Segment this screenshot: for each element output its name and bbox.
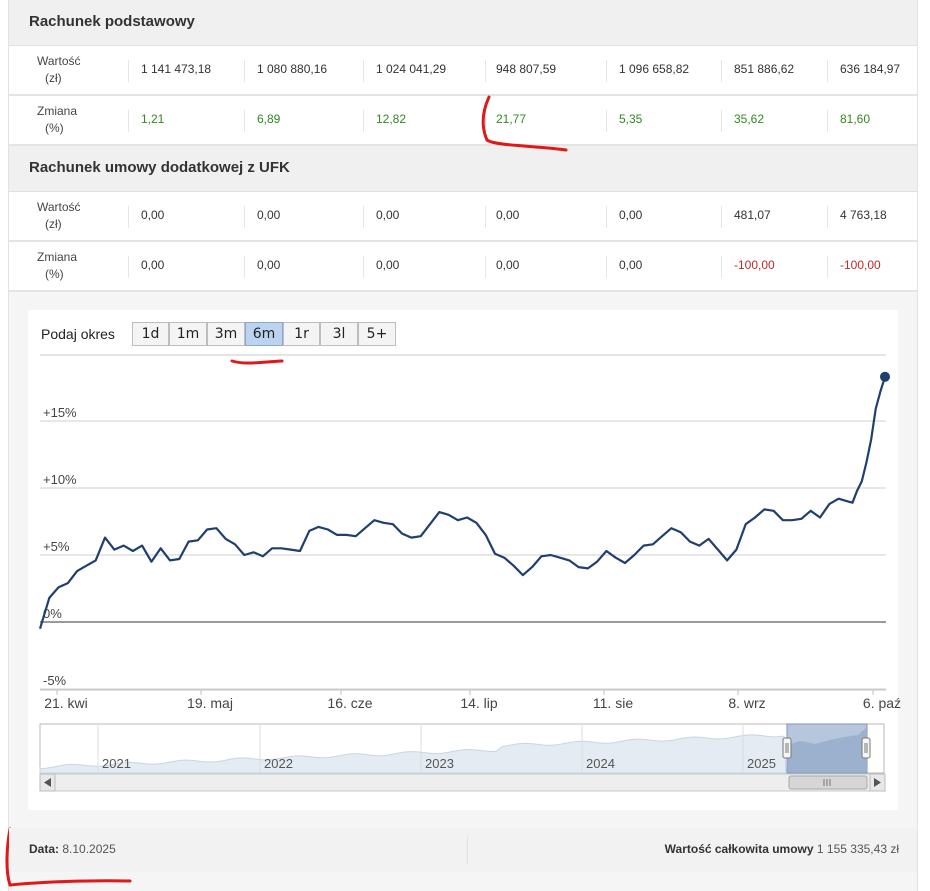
row-label-line2: (%) [45, 121, 64, 135]
cell-divider [244, 256, 245, 278]
row-label: Zmiana (%) [37, 249, 117, 283]
cell-divider [721, 206, 722, 228]
table-cell: 0,00 [376, 208, 400, 222]
row-label-line1: Wartość [37, 54, 81, 68]
cell-divider [485, 256, 486, 278]
row-label-line2: (%) [45, 267, 64, 281]
cell-divider [606, 256, 607, 278]
period-button-5+[interactable]: 5+ [358, 322, 396, 346]
footer-bar: Data: 8.10.2025 Wartość całkowita umowy … [9, 828, 917, 872]
table-cell: 1 024 041,29 [376, 62, 447, 76]
cell-divider [244, 206, 245, 228]
cell-divider [363, 206, 364, 228]
table-row-change: Zmiana (%) 1,21 6,89 12,82 21,77 5,35 35,62 81,6… [9, 96, 917, 146]
table-cell: 1 096 658,82 [619, 62, 690, 76]
table-cell: -100,00 [840, 258, 881, 272]
row-label-line1: Zmiana [37, 250, 78, 264]
period-button-1r[interactable]: 1r [283, 322, 320, 346]
table-cell: 35,62 [734, 112, 765, 126]
table-row-value: Wartość (zł) 0,00 0,00 0,00 0,00 0,00 481,07 4 7… [9, 192, 917, 242]
row-label-line2: (zł) [45, 217, 62, 231]
table-row-value: Wartość (zł) 1 141 473,18 1 080 880,16 1 024… [9, 46, 917, 96]
footer-divider [467, 836, 468, 864]
table-cell: 0,00 [496, 258, 520, 272]
cell-divider [485, 60, 486, 82]
table-row-change: Zmiana (%) 0,00 0,00 0,00 0,00 0,00 -100,00 -100… [9, 242, 917, 292]
table-cell: 1 141 473,18 [141, 62, 212, 76]
row-label-line2: (zł) [45, 71, 62, 85]
table-cell: 12,82 [376, 112, 407, 126]
table-cell: 21,77 [496, 112, 527, 126]
cell-divider [363, 60, 364, 82]
cell-divider [363, 256, 364, 278]
table-cell: 0,00 [141, 208, 165, 222]
table-cell: 636 184,97 [840, 62, 901, 76]
row-label: Wartość (zł) [37, 199, 117, 233]
period-button-1m[interactable]: 1m [169, 322, 207, 346]
date-value: 8.10.2025 [62, 842, 116, 856]
table-cell: 0,00 [141, 258, 165, 272]
cell-divider [827, 110, 828, 132]
table-cell: 851 886,62 [734, 62, 795, 76]
cell-divider [721, 60, 722, 82]
total-value: 1 155 335,43 zł [816, 842, 899, 856]
cell-divider [128, 60, 129, 82]
cell-divider [606, 206, 607, 228]
cell-divider [128, 110, 129, 132]
section-title-basic-account: Rachunek podstawowy [9, 0, 917, 46]
cell-divider [244, 110, 245, 132]
cell-divider [827, 206, 828, 228]
cell-divider [363, 110, 364, 132]
cell-divider [827, 256, 828, 278]
period-button-1d[interactable]: 1d [132, 322, 169, 346]
footer-total: Wartość całkowita umowy 1 155 335,43 zł [665, 842, 899, 856]
cell-divider [128, 206, 129, 228]
cell-divider [606, 110, 607, 132]
table-cell: 0,00 [376, 258, 400, 272]
table-cell: 1 080 880,16 [257, 62, 328, 76]
row-label: Zmiana (%) [37, 103, 117, 137]
table-cell: 1,21 [141, 112, 165, 126]
cell-divider [606, 60, 607, 82]
period-button-3m[interactable]: 3m [207, 322, 245, 346]
row-label-line1: Wartość [37, 200, 81, 214]
section-title-ufk-account: Rachunek umowy dodatkowej z UFK [9, 146, 917, 192]
cell-divider [244, 60, 245, 82]
table-cell: 81,60 [840, 112, 871, 126]
chart-container [28, 310, 898, 810]
period-label: Podaj okres [41, 326, 115, 342]
row-label-line1: Zmiana [37, 104, 78, 118]
footer-date: Data: 8.10.2025 [29, 842, 116, 856]
period-button-3l[interactable]: 3l [320, 322, 358, 346]
table-cell: 5,35 [619, 112, 643, 126]
cell-divider [485, 110, 486, 132]
table-cell: 0,00 [619, 208, 643, 222]
table-cell: 0,00 [257, 208, 281, 222]
row-label: Wartość (zł) [37, 53, 117, 87]
cell-divider [485, 206, 486, 228]
table-cell: 6,89 [257, 112, 281, 126]
period-button-6m[interactable]: 6m [245, 322, 283, 346]
table-cell: 948 807,59 [496, 62, 557, 76]
table-cell: 0,00 [496, 208, 520, 222]
cell-divider [827, 60, 828, 82]
cell-divider [128, 256, 129, 278]
date-label: Data: [29, 842, 60, 856]
table-cell: 4 763,18 [840, 208, 887, 222]
table-cell: 481,07 [734, 208, 771, 222]
total-label: Wartość całkowita umowy [664, 842, 814, 856]
cell-divider [721, 110, 722, 132]
cell-divider [721, 256, 722, 278]
table-cell: 0,00 [619, 258, 643, 272]
table-cell: 0,00 [257, 258, 281, 272]
table-cell: -100,00 [734, 258, 775, 272]
